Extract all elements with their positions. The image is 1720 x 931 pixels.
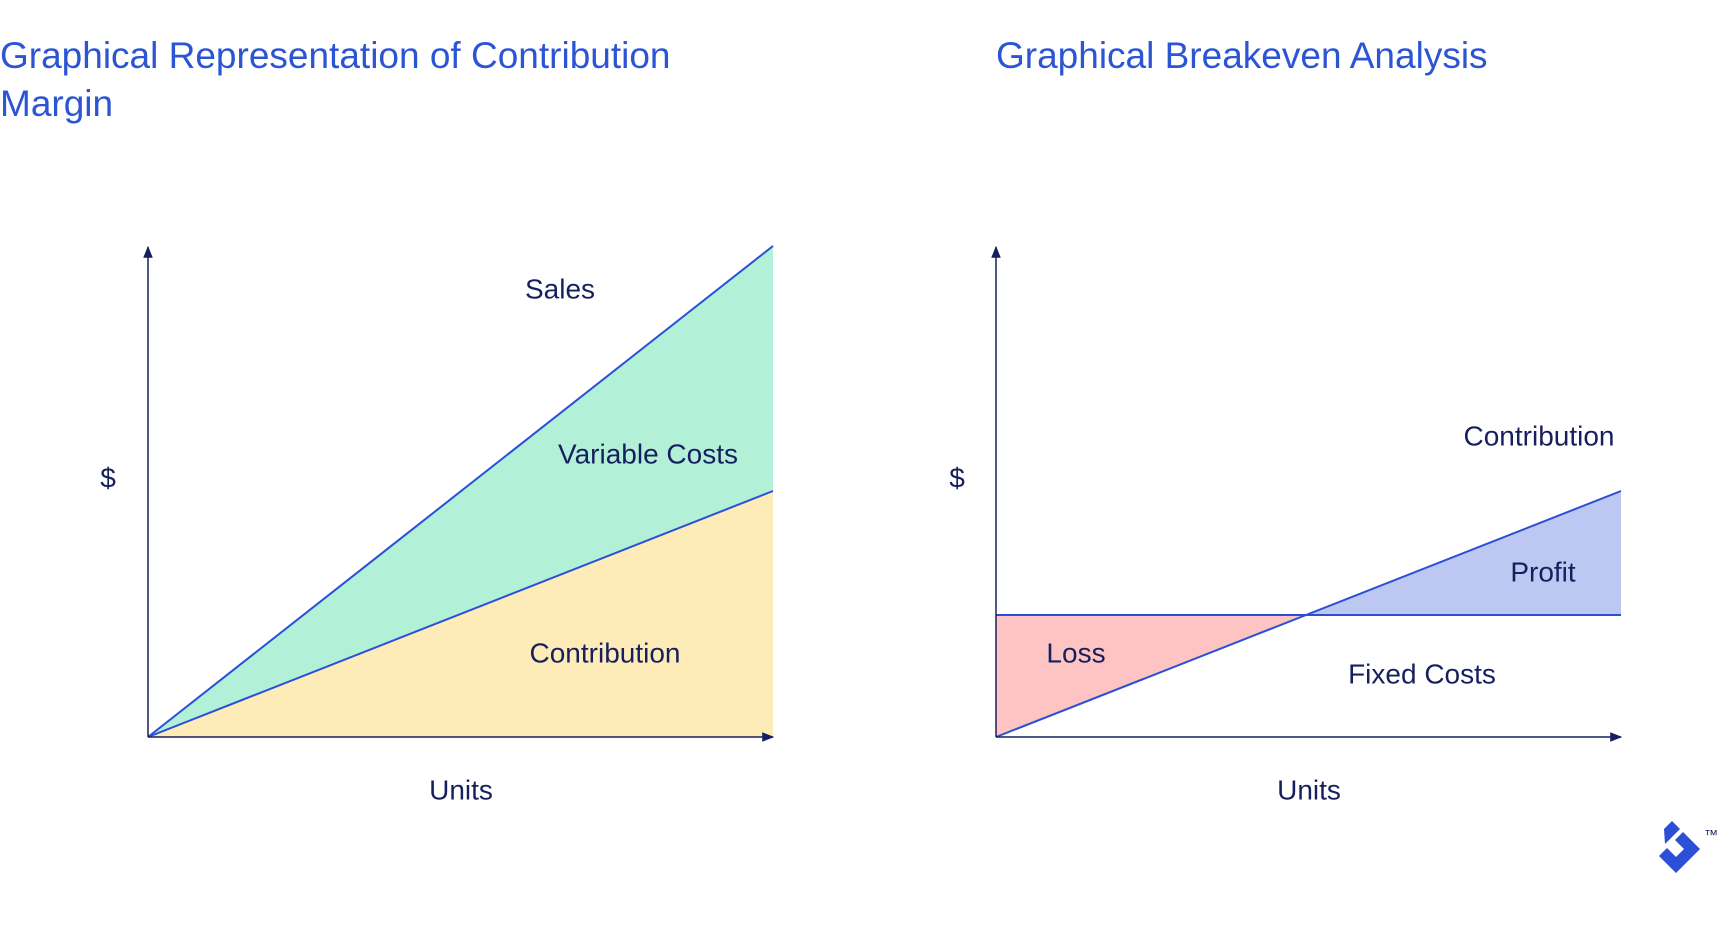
- label: Sales: [525, 273, 595, 304]
- logo: ™: [1659, 821, 1718, 873]
- label: Contribution: [1464, 420, 1615, 451]
- y-label: $: [100, 462, 116, 493]
- label: Fixed Costs: [1348, 658, 1496, 689]
- variable-line: [147, 490, 774, 738]
- label: Loss: [1046, 637, 1105, 668]
- left-title: Graphical Representation of Contribution…: [0, 35, 671, 124]
- label: Variable Costs: [558, 438, 738, 469]
- label: Profit: [1510, 556, 1576, 587]
- y-label: $: [949, 462, 965, 493]
- right-title: Graphical Breakeven Analysis: [996, 35, 1488, 76]
- logo-mark: ™: [1704, 827, 1718, 843]
- x-label: Units: [429, 774, 493, 805]
- contribution-line: [995, 490, 1622, 738]
- sales-line: [147, 245, 774, 738]
- label: Contribution: [530, 637, 681, 668]
- x-label: Units: [1277, 774, 1341, 805]
